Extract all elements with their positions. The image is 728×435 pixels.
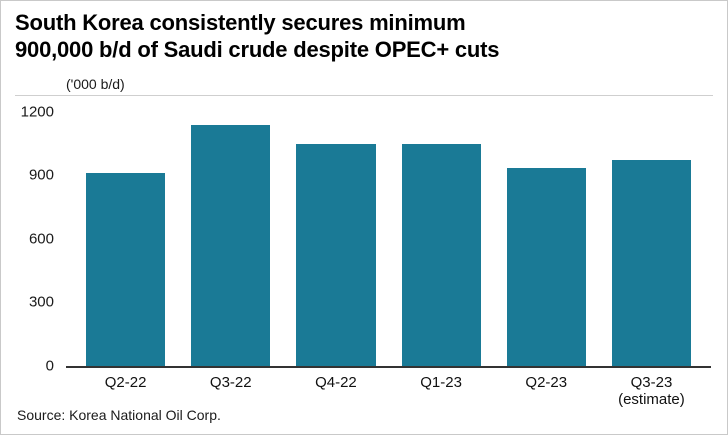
bar-q2-22: [86, 173, 166, 366]
x-tick-label-q3-22: Q3-22: [209, 373, 252, 391]
y-axis-unit-label: ('000 b/d): [66, 75, 125, 92]
source-note: Source: Korea National Oil Corp.: [17, 407, 221, 423]
y-tick-label-1200: 1200: [20, 103, 54, 121]
x-tick-label-q3-23: Q3-23 (estimate): [612, 374, 691, 409]
chart-title: South Korea consistently secures minimum…: [15, 10, 711, 64]
x-axis: Q2-22 Q3-22 Q4-22 Q1-23 Q2-23 Q3-23 (estimate): [66, 374, 711, 409]
plot-column: Q2-22 Q3-22 Q4-22 Q1-23 Q2-23 Q3-23 (estimate): [66, 112, 711, 409]
chart-title-line1: South Korea consistently secures minimum: [15, 10, 466, 35]
x-tick-sublabel: (estimate): [618, 391, 685, 409]
x-tick-label-q2-22: Q2-22: [104, 373, 147, 391]
bar-q4-22: [296, 144, 376, 366]
x-tick-label-q2-23: Q2-23: [525, 373, 568, 391]
header-divider: [15, 94, 713, 96]
y-tick-label-0: 0: [45, 357, 54, 375]
y-axis: 0 300 600 900 1200: [17, 103, 66, 374]
chart-area: 0 300 600 900 1200 Q2-22 Q3-22 Q4-22 Q1-23 Q2-23…: [17, 103, 711, 409]
bar-q3-22: [191, 125, 271, 366]
y-tick-label-300: 300: [28, 293, 54, 311]
plot-area: [66, 112, 711, 368]
x-tick-label-q1-23: Q1-23: [420, 373, 462, 391]
y-tick-label-600: 600: [28, 230, 54, 248]
bar-q2-23: [506, 167, 586, 366]
x-tick-label-q4-22: Q4-22: [315, 373, 357, 391]
bar-q3-23: [611, 160, 692, 366]
bar-q1-23: [401, 144, 481, 366]
y-tick-label-900: 900: [28, 166, 54, 184]
chart-title-line2: 900,000 b/d of Saudi crude despite OPEC+…: [15, 36, 500, 62]
bars: [66, 112, 711, 366]
